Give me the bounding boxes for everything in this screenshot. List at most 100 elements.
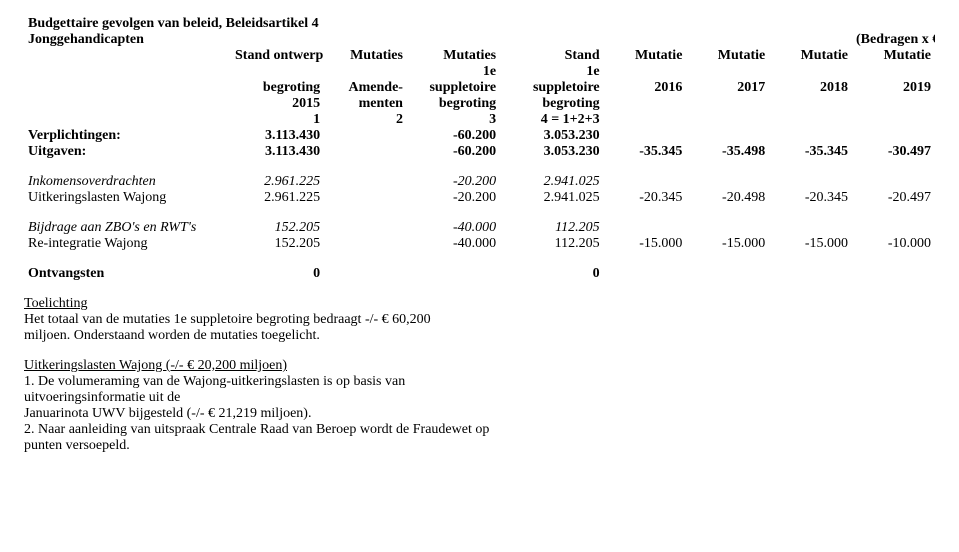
- cell: [604, 266, 687, 282]
- hdr: suppletoire: [407, 80, 500, 96]
- cell: [407, 266, 500, 282]
- cell-label: Verplichtingen:: [24, 128, 231, 144]
- cell: -20.497: [852, 190, 935, 206]
- hdr: [686, 64, 769, 80]
- hdr: [769, 112, 852, 128]
- row-uitkering: Uitkeringslasten Wajong 2.961.225 -20.20…: [24, 190, 935, 206]
- header-row-5: 1 2 3 4 = 1+2+3: [24, 112, 935, 128]
- unit-note: (Bedragen x € 1.000): [852, 32, 935, 48]
- row-reintegratie: Re-integratie Wajong 152.205 -40.000 112…: [24, 236, 935, 252]
- hdr: 2019: [852, 80, 935, 96]
- hdr: [852, 64, 935, 80]
- cell-label: Inkomensoverdrachten: [24, 174, 231, 190]
- hdr: 3: [407, 112, 500, 128]
- subsection-block: Uitkeringslasten Wajong (-/- € 20,200 mi…: [24, 358, 584, 454]
- cell: -20.345: [769, 190, 852, 206]
- cell: 0: [231, 266, 324, 282]
- cell: [324, 266, 407, 282]
- subsection-text: uitvoeringsinformatie uit de: [24, 390, 584, 406]
- hdr: [852, 96, 935, 112]
- title-line2: Jonggehandicapten: [24, 32, 231, 48]
- cell: 2.961.225: [231, 174, 324, 190]
- cell: 2.961.225: [231, 190, 324, 206]
- cell: -15.000: [686, 236, 769, 252]
- row-verplichtingen: Verplichtingen: 3.113.430 -60.200 3.053.…: [24, 128, 935, 144]
- cell: -35.345: [604, 144, 687, 160]
- subsection-heading: Uitkeringslasten Wajong (-/- € 20,200 mi…: [24, 358, 584, 374]
- hdr: [604, 64, 687, 80]
- cell: 152.205: [231, 236, 324, 252]
- cell: -30.497: [852, 144, 935, 160]
- cell: [852, 174, 935, 190]
- cell: [604, 220, 687, 236]
- hdr: [686, 112, 769, 128]
- cell: -20.498: [686, 190, 769, 206]
- cell: [686, 128, 769, 144]
- header-row-4: 2015 menten begroting begroting: [24, 96, 935, 112]
- cell: -15.000: [604, 236, 687, 252]
- cell: 2.941.025: [500, 190, 604, 206]
- hdr: [604, 112, 687, 128]
- cell: [324, 128, 407, 144]
- cell: 3.113.430: [231, 128, 324, 144]
- hdr: [231, 64, 324, 80]
- toelichting-text: Het totaal van de mutaties 1e suppletoir…: [24, 312, 584, 328]
- hdr: Mutatie: [686, 48, 769, 64]
- cell: -35.345: [769, 144, 852, 160]
- hdr: [769, 96, 852, 112]
- subsection-text: 1. De volumeraming van de Wajong-uitkeri…: [24, 374, 584, 390]
- cell: 112.205: [500, 220, 604, 236]
- hdr: [604, 96, 687, 112]
- cell: [324, 220, 407, 236]
- hdr: 1e: [407, 64, 500, 80]
- cell: -40.000: [407, 220, 500, 236]
- cell: 3.053.230: [500, 128, 604, 144]
- cell-label: Uitkeringslasten Wajong: [24, 190, 231, 206]
- cell: [604, 174, 687, 190]
- cell: 0: [500, 266, 604, 282]
- row-ontvangsten: Ontvangsten 0 0: [24, 266, 935, 282]
- subsection-text: 2. Naar aanleiding van uitspraak Central…: [24, 422, 584, 438]
- cell: [604, 128, 687, 144]
- hdr: begroting: [500, 96, 604, 112]
- hdr: [324, 64, 407, 80]
- cell: [324, 190, 407, 206]
- cell: [852, 220, 935, 236]
- cell-label: Uitgaven:: [24, 144, 231, 160]
- title-row-2: Jonggehandicapten (Bedragen x € 1.000): [24, 32, 935, 48]
- cell: [686, 174, 769, 190]
- hdr: 1: [231, 112, 324, 128]
- cell: 3.113.430: [231, 144, 324, 160]
- subsection-text: Januarinota UWV bijgesteld (-/- € 21,219…: [24, 406, 584, 422]
- hdr: [769, 64, 852, 80]
- cell: [769, 128, 852, 144]
- hdr: Stand ontwerp: [231, 48, 324, 64]
- cell-label: Ontvangsten: [24, 266, 231, 282]
- row-inkomens: Inkomensoverdrachten 2.961.225 -20.200 2…: [24, 174, 935, 190]
- hdr: Mutatie: [769, 48, 852, 64]
- header-row-2: 1e 1e: [24, 64, 935, 80]
- hdr: 2018: [769, 80, 852, 96]
- hdr: Stand: [500, 48, 604, 64]
- budget-table: Budgettaire gevolgen van beleid, Beleids…: [24, 16, 935, 282]
- row-bijdrage: Bijdrage aan ZBO's en RWT's 152.205 -40.…: [24, 220, 935, 236]
- header-row-3: begroting Amende- suppletoire suppletoir…: [24, 80, 935, 96]
- hdr: 2016: [604, 80, 687, 96]
- cell: -35.498: [686, 144, 769, 160]
- hdr: Mutaties: [407, 48, 500, 64]
- hdr: Mutatie: [604, 48, 687, 64]
- toelichting-block: Toelichting Het totaal van de mutaties 1…: [24, 296, 584, 344]
- cell: -60.200: [407, 144, 500, 160]
- hdr: Mutaties: [324, 48, 407, 64]
- hdr: 4 = 1+2+3: [500, 112, 604, 128]
- cell: [324, 236, 407, 252]
- hdr: [852, 112, 935, 128]
- title-row-1: Budgettaire gevolgen van beleid, Beleids…: [24, 16, 935, 32]
- cell: [769, 220, 852, 236]
- cell: 112.205: [500, 236, 604, 252]
- cell: -10.000: [852, 236, 935, 252]
- cell: -15.000: [769, 236, 852, 252]
- cell: 152.205: [231, 220, 324, 236]
- cell: -20.200: [407, 190, 500, 206]
- cell: -60.200: [407, 128, 500, 144]
